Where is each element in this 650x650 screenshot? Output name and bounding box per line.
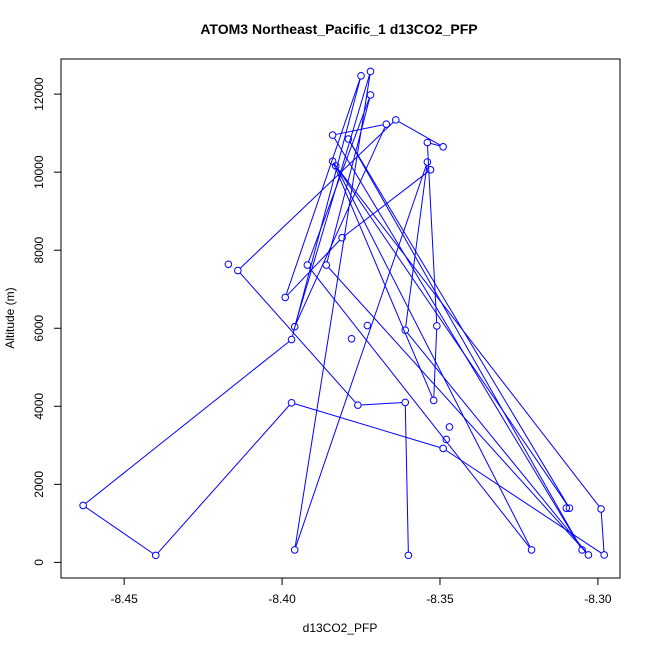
y-tick-label: 2000 (32, 471, 46, 498)
y-axis-label: Altitude (m) (3, 287, 17, 348)
y-tick-label: 0 (32, 559, 46, 566)
series-segment (335, 124, 384, 135)
data-point (366, 91, 375, 99)
data-point (303, 261, 312, 269)
data-point (426, 166, 435, 174)
data-point (234, 266, 242, 275)
series-segment (349, 141, 581, 548)
series-segment (349, 141, 569, 506)
y-tick-label: 4000 (32, 393, 46, 420)
series-segment (404, 405, 409, 553)
series-segment (294, 403, 441, 448)
data-point (597, 505, 605, 513)
series-segment (398, 121, 441, 146)
series-segment (334, 163, 569, 506)
plot-frame (60, 58, 621, 579)
series-segment (430, 142, 441, 147)
data-point (584, 551, 593, 559)
x-tick-label: -8.35 (426, 592, 454, 606)
data-point (439, 143, 447, 151)
series-segment (406, 332, 587, 553)
series-segment (600, 512, 605, 552)
data-point (600, 551, 609, 559)
data-point (290, 322, 299, 331)
data-point (366, 67, 375, 76)
data-point (562, 504, 571, 512)
x-axis: -8.45 -8.40 -8.35 -8.30 (110, 578, 612, 606)
series-segment (308, 97, 370, 263)
data-point (363, 321, 372, 330)
data-point (151, 551, 160, 560)
data-point (382, 120, 391, 128)
y-tick-label: 12000 (32, 77, 46, 111)
series-segment (427, 145, 438, 323)
series-segment (157, 404, 290, 554)
y-tick-label: 6000 (32, 315, 46, 342)
series-segment (328, 267, 587, 553)
series-segment (344, 171, 429, 237)
data-point (287, 398, 296, 407)
series-lines (85, 74, 605, 554)
data-point (401, 326, 410, 335)
series-segment (239, 272, 357, 403)
data-point (578, 546, 586, 554)
x-axis-label: d13CO2_PFP (303, 621, 378, 635)
series-segment (433, 329, 438, 398)
data-point (565, 504, 574, 512)
data-point (287, 335, 296, 344)
series-segment (295, 74, 371, 324)
data-point (322, 261, 331, 269)
series-segment (337, 168, 600, 507)
data-point (224, 260, 233, 269)
y-tick-label: 8000 (32, 237, 46, 264)
x-tick-label: -8.30 (584, 592, 612, 606)
data-point (344, 135, 353, 143)
data-point (357, 71, 365, 80)
chart-title: ATOM3 Northeast_Pacific_1 d13CO2_PFP (200, 21, 477, 37)
data-point (331, 162, 340, 170)
series-segment (361, 402, 402, 406)
series-points (79, 67, 609, 560)
series-segment (85, 506, 154, 554)
data-point (281, 293, 290, 302)
data-point (290, 546, 299, 554)
data-point (429, 396, 438, 405)
data-point (445, 423, 454, 431)
data-point (439, 444, 447, 453)
data-point (401, 398, 410, 407)
y-tick-label: 10000 (32, 155, 46, 189)
data-point (328, 131, 337, 139)
series-segment (295, 126, 386, 324)
series-segment (287, 239, 341, 296)
data-point (79, 501, 87, 510)
data-point (433, 322, 441, 330)
series-segment (291, 78, 361, 337)
series-segment (85, 341, 290, 504)
data-point (442, 435, 451, 444)
series-segment (336, 168, 531, 548)
series-segment (285, 78, 361, 295)
data-point (527, 546, 536, 554)
y-axis: 0 2000 4000 6000 8000 10000 12000 (32, 77, 61, 566)
data-point (338, 233, 346, 242)
x-tick-label: -8.45 (110, 592, 138, 606)
series-segment (308, 267, 530, 548)
series-segment (326, 97, 371, 262)
series-segment (239, 121, 394, 269)
data-point (347, 334, 356, 343)
series-segment (445, 449, 602, 554)
data-point (404, 551, 413, 560)
data-point (423, 138, 432, 147)
data-point (423, 158, 432, 166)
data-point (354, 401, 362, 409)
series-segment (294, 74, 371, 547)
data-point (391, 116, 400, 124)
series-segment (333, 137, 581, 548)
series-segment (295, 164, 427, 547)
series-segment (405, 165, 428, 328)
x-tick-label: -8.40 (268, 592, 296, 606)
